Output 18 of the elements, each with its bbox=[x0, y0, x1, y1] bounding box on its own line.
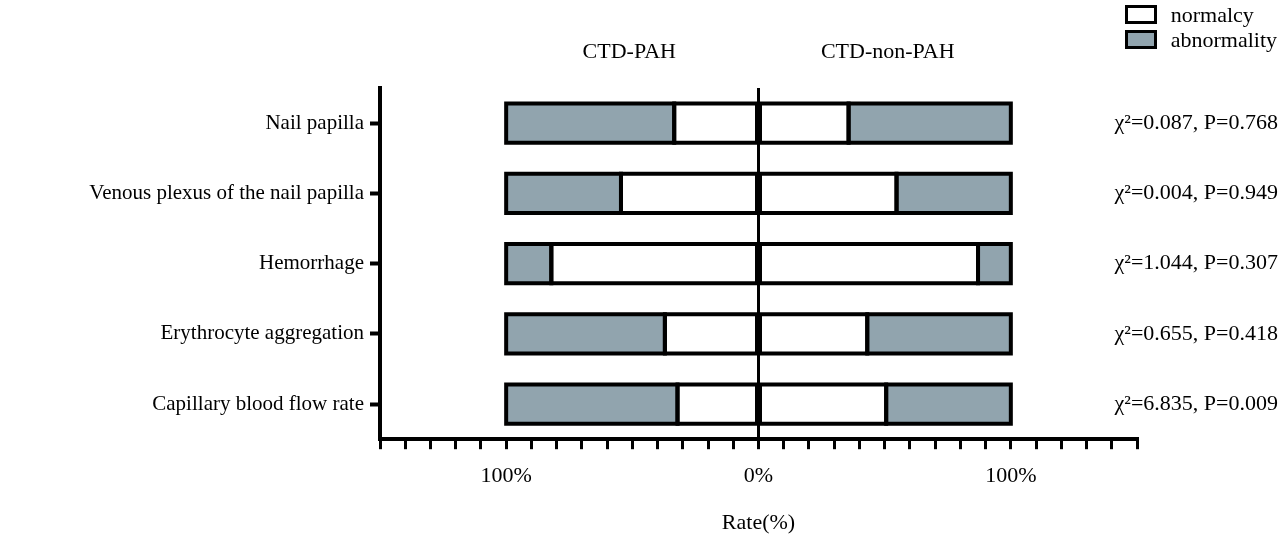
y-tick-label: Nail papilla bbox=[265, 109, 365, 134]
x-tick-label: 100% bbox=[985, 462, 1037, 488]
text: normalcy bbox=[1170, 2, 1254, 27]
y-tick-label: Capillary blood flow rate bbox=[152, 390, 364, 415]
annotation: χ²=0.004, P=0.949 bbox=[1113, 179, 1278, 205]
x-tick-label: 0% bbox=[743, 462, 774, 488]
text: CTD-non-PAH bbox=[820, 37, 955, 63]
y-tick-label: Venous plexus of the nail papilla bbox=[89, 179, 365, 204]
y-tick-label: Hemorrhage bbox=[259, 250, 364, 275]
text: CTD-PAH bbox=[582, 37, 677, 63]
annotation: χ²=1.044, P=0.307 bbox=[1113, 249, 1278, 275]
x-axis-title: Rate(%) bbox=[721, 508, 796, 534]
annotation: χ²=0.655, P=0.418 bbox=[1113, 319, 1278, 345]
x-tick-label: 100% bbox=[480, 462, 532, 488]
y-tick-label: Erythrocyte aggregation bbox=[160, 320, 365, 345]
annotation: χ²=6.835, P=0.009 bbox=[1113, 389, 1278, 415]
legend-label: abnormality bbox=[1170, 27, 1277, 52]
annotation: χ²=0.087, P=0.768 bbox=[1113, 108, 1278, 134]
